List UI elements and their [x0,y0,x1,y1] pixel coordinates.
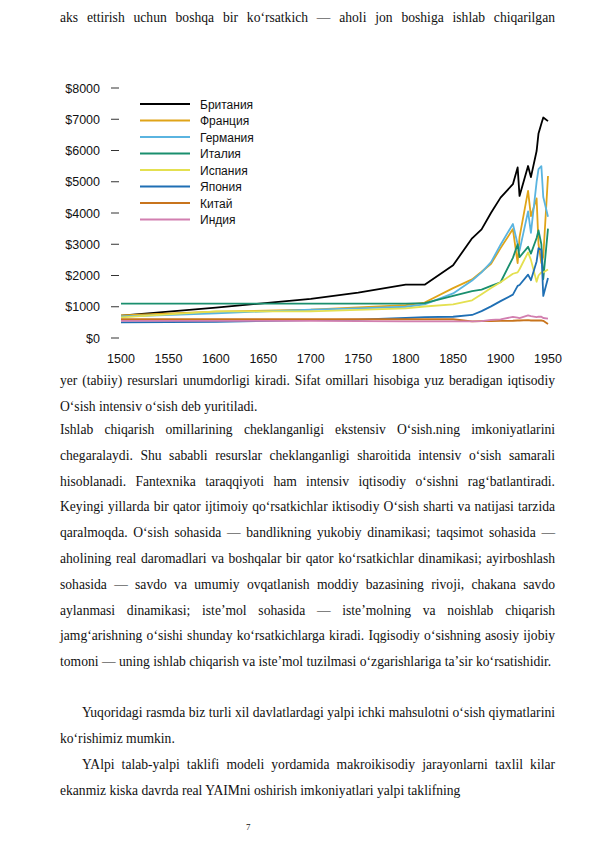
legend-swatch [140,153,190,155]
legend-swatch [140,186,190,188]
y-tick [111,306,119,307]
y-tick [111,275,119,276]
y-tick [111,88,119,89]
x-tick-label: 1850 [439,352,467,366]
series-line [121,166,548,316]
y-tick-label: $3000 [65,238,100,252]
legend: Британия Франция Германия Италия Испания Япон… [140,98,254,228]
chart: $0 $1000 $2000 $3000 $4000 $5000 $6000 $7000 $80… [0,70,595,370]
series-line [121,248,548,322]
y-tick [111,338,119,339]
page: aks ettirish uchun boshqa bir koʻrsatkic… [0,0,595,842]
y-tick-label: $6000 [65,144,100,158]
y-tick-label: $8000 [65,82,100,96]
page-number: 7 [246,822,251,832]
series-line [121,315,548,321]
y-tick [111,244,119,245]
legend-label: Испания [200,164,248,178]
x-tick-label: 1700 [297,352,325,366]
legend-swatch [140,219,190,221]
x-tick-label: 1550 [155,352,183,366]
y-tick-label: $4000 [65,207,100,221]
y-tick [111,181,119,182]
x-tick-label: 1900 [487,352,515,366]
legend-label: Германия [200,131,254,145]
legend-label: Италия [200,147,241,161]
legend-swatch [140,120,190,122]
legend-label: Франция [200,114,249,128]
x-tick-label: 1650 [249,352,277,366]
y-tick-label: $5000 [65,175,100,189]
legend-swatch [140,136,190,138]
legend-label: Япония [200,180,242,194]
plot-area [121,118,548,325]
y-tick-label: $1000 [65,300,100,314]
legend-swatch [140,169,190,171]
x-tick-label: 1800 [392,352,420,366]
y-tick [111,119,119,120]
legend-label: Китай [200,197,232,211]
x-tick-label: 1950 [534,352,562,366]
y-tick-label: $0 [86,332,100,346]
y-tick-label: $2000 [65,269,100,283]
legend-label: Индия [200,213,235,227]
y-tick [111,213,119,214]
y-tick [111,150,119,151]
legend-swatch [140,202,190,204]
text-line: aks ettirish uchun boshqa bir koʻrsatkic… [60,5,555,31]
series-line [121,176,548,315]
paragraph: YAlpi talab-yalpi taklifi modeli yordami… [60,752,555,804]
series-line [121,118,548,316]
series-line [121,252,548,317]
legend-swatch [140,103,190,105]
x-tick-label: 1750 [344,352,372,366]
x-tick-label: 1500 [107,352,135,366]
paragraph: yer (tabiiy) resurslari unumdorligi kira… [60,368,555,420]
legend-label: Британия [200,98,253,112]
paragraph: Yuqoridagi rasmda biz turli xil davlatla… [60,700,555,752]
y-tick-label: $7000 [65,113,100,127]
x-tick-label: 1600 [202,352,230,366]
paragraph: Ishlab chiqarish omillarining cheklangan… [60,417,555,675]
